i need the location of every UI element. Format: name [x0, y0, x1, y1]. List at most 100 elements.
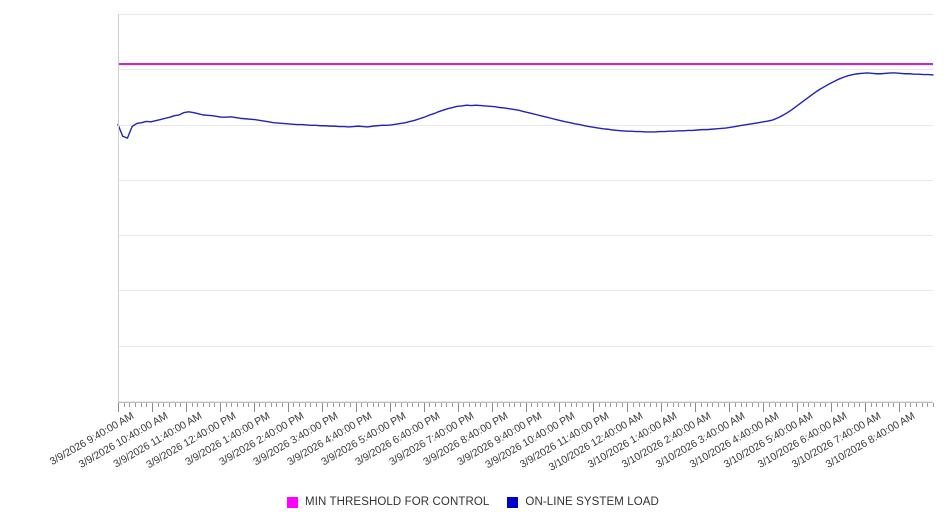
x-tick-minor [774, 403, 776, 407]
legend-label-online-system-load: ON-LINE SYSTEM LOAD [525, 496, 659, 508]
x-tick-minor [429, 403, 431, 407]
x-tick-minor [412, 403, 414, 407]
x-tick-minor [180, 403, 182, 407]
x-tick-minor [655, 403, 657, 407]
x-tick-minor [927, 403, 929, 407]
x-tick-minor [582, 403, 584, 407]
x-tick-minor [406, 403, 408, 407]
legend-item-min-threshold[interactable]: MIN THRESHOLD FOR CONTROL [287, 496, 489, 508]
x-tick-major [559, 403, 561, 412]
x-tick-minor [904, 403, 906, 407]
x-tick-minor [168, 403, 170, 407]
x-tick-minor [599, 403, 601, 407]
x-tick-major [185, 403, 187, 412]
x-tick-minor [610, 403, 612, 407]
x-tick-major [627, 403, 629, 412]
x-tick-minor [887, 403, 889, 407]
x-tick-minor [129, 403, 131, 407]
x-tick-minor [208, 403, 210, 407]
gridline [118, 401, 933, 402]
x-tick-minor [808, 403, 810, 407]
x-tick-minor [400, 403, 402, 407]
x-tick-major [729, 403, 731, 412]
x-tick-minor [683, 403, 685, 407]
x-tick-minor [157, 403, 159, 407]
x-tick-minor [734, 403, 736, 407]
x-tick-major [287, 403, 289, 412]
x-tick-minor [134, 403, 136, 407]
x-tick-minor [474, 403, 476, 407]
x-tick-minor [565, 403, 567, 407]
x-tick-minor [859, 403, 861, 407]
online-system-load-line [118, 73, 933, 138]
x-tick-minor [174, 403, 176, 407]
gridline [118, 346, 933, 347]
x-tick-minor [502, 403, 504, 407]
x-tick-minor [395, 403, 397, 407]
x-tick-minor [712, 403, 714, 407]
x-tick-minor [519, 403, 521, 407]
x-tick-minor [751, 403, 753, 407]
y-axis-line [118, 14, 119, 402]
x-tick-minor [417, 403, 419, 407]
x-tick-minor [740, 403, 742, 407]
x-tick-minor [451, 403, 453, 407]
x-tick-minor [825, 403, 827, 407]
x-tick-minor [214, 403, 216, 407]
x-tick-minor [536, 403, 538, 407]
x-tick-minor [870, 403, 872, 407]
x-tick-minor [621, 403, 623, 407]
x-tick-minor [293, 403, 295, 407]
x-tick-minor [746, 403, 748, 407]
x-tick-minor [576, 403, 578, 407]
x-tick-minor [310, 403, 312, 407]
x-tick-major [389, 403, 391, 412]
x-tick-major [355, 403, 357, 412]
x-tick-minor [372, 403, 374, 407]
x-tick-minor [463, 403, 465, 407]
gridline [118, 125, 933, 126]
x-tick-minor [548, 403, 550, 407]
x-tick-minor [757, 403, 759, 407]
x-tick-minor [921, 403, 923, 407]
x-tick-minor [842, 403, 844, 407]
x-tick-major [321, 403, 323, 412]
x-tick-minor [248, 403, 250, 407]
x-tick-minor [802, 403, 804, 407]
legend-item-online-system-load[interactable]: ON-LINE SYSTEM LOAD [507, 496, 659, 508]
x-tick-major [865, 403, 867, 412]
x-tick-minor [299, 403, 301, 407]
x-tick-minor [485, 403, 487, 407]
x-tick-major [253, 403, 255, 412]
x-tick-minor [304, 403, 306, 407]
x-tick-minor [361, 403, 363, 407]
x-tick-minor [384, 403, 385, 407]
x-tick-minor [225, 403, 227, 407]
x-axis-labels: 3/9/2026 9:40:00 AM 3/9/2026 10:40:00 AM 3… [0, 404, 946, 494]
x-tick-minor [440, 403, 442, 407]
legend-swatch-online-system-load [507, 496, 519, 508]
x-tick-minor [542, 403, 544, 407]
x-tick-major [423, 403, 425, 412]
gridline [118, 69, 933, 70]
x-tick-major [797, 403, 799, 412]
x-tick-minor [276, 403, 278, 407]
x-tick-minor [780, 403, 782, 407]
x-tick-minor [650, 403, 651, 407]
x-tick-minor [191, 403, 193, 407]
gridline [118, 290, 933, 291]
x-tick-minor [814, 403, 816, 407]
x-tick-minor [508, 403, 510, 407]
x-tick-minor [270, 403, 272, 407]
x-tick-minor [893, 403, 895, 407]
x-tick-minor [231, 403, 233, 407]
x-tick-minor [819, 403, 821, 407]
x-tick-minor [434, 403, 436, 407]
x-tick-minor [514, 403, 516, 407]
x-tick-major [525, 403, 527, 412]
x-axis-ticks [118, 403, 934, 413]
x-tick-minor [570, 403, 572, 407]
x-tick-minor [723, 403, 725, 407]
series-layer [118, 14, 933, 402]
